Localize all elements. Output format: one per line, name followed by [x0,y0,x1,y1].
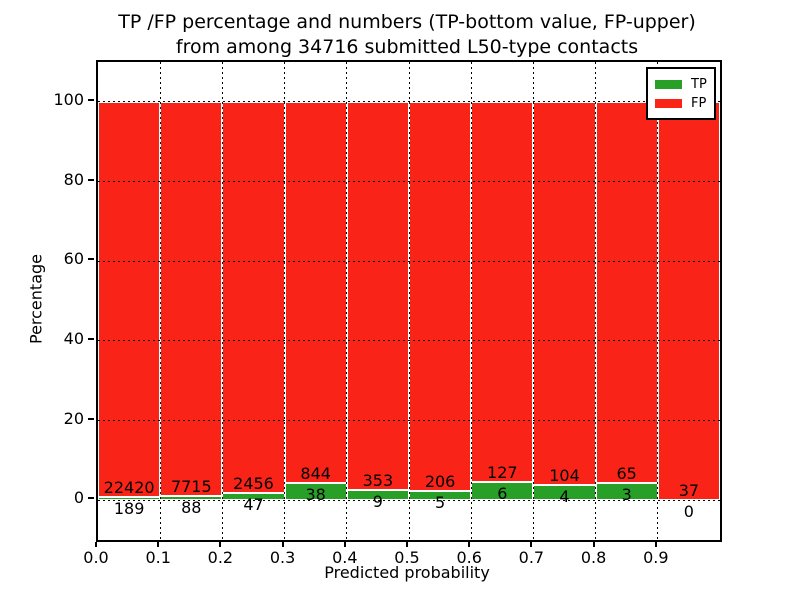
x-tick-mark [219,542,222,547]
gridline-horizontal [98,420,720,421]
legend-row-fp: FP [655,94,707,112]
tp-count-label: 47 [243,494,264,514]
gridline-vertical [346,62,348,540]
y-tick-mark [88,337,94,340]
y-tick-label: 40 [63,328,84,348]
gridline-horizontal [98,340,720,342]
tp-count-label: 38 [305,485,326,504]
bar-fp-segment [222,101,285,493]
chart-title-line2: from among 34716 submitted L50-type cont… [175,36,639,58]
x-tick-label: 0.6 [456,548,482,567]
x-tick-mark [157,542,160,547]
bar-fp-segment [160,101,223,496]
tp-count-label: 3 [621,484,632,504]
fp-count-label: 353 [362,471,394,491]
gridline-vertical [470,62,472,540]
bar-fp-segment [471,101,534,483]
tp-color-swatch [655,79,682,89]
x-axis-label: Predicted probability [324,563,490,582]
y-tick-label: 80 [63,169,84,189]
bar-fp-segment [533,101,596,486]
x-tick-mark [654,542,657,547]
bar-fp-segment [409,101,472,491]
fp-color-swatch [655,98,682,108]
tp-count-label: 189 [113,498,145,518]
x-tick-label: 0.5 [394,548,420,567]
x-tick-mark [95,542,97,547]
x-tick-mark [530,542,533,547]
x-tick-label: 0.7 [518,548,545,567]
x-tick-mark [281,542,284,547]
legend-row-tp: TP [655,75,707,93]
fp-count-label: 7715 [170,476,212,496]
x-tick-label: 0.8 [580,548,607,567]
gridline-vertical [159,62,161,540]
x-tick-mark [468,542,471,547]
tp-count-label: 5 [435,492,446,512]
tp-count-label: 88 [181,497,202,517]
y-tick-mark [88,98,94,101]
x-tick-label: 0.4 [332,548,358,567]
bar-fp-segment [657,101,720,501]
x-tick-label: 0.2 [207,548,234,567]
y-tick-mark [88,417,94,420]
chart-title-line1: TP /FP percentage and numbers (TP-bottom… [118,11,696,33]
legend: TP FP [646,67,716,120]
fp-count-label: 65 [616,463,637,483]
fp-count-label: 2456 [233,473,274,493]
legend-label-fp: FP [691,95,707,111]
y-tick-label: 60 [63,249,84,269]
fp-count-label: 127 [487,463,518,483]
gridline-horizontal [98,181,720,182]
x-tick-mark [406,542,408,547]
y-tick-mark [88,497,94,500]
legend-label-tp: TP [691,76,707,92]
x-tick-label: 0.1 [145,548,171,567]
x-tick-mark [343,542,346,547]
fp-count-label: 844 [300,464,331,483]
gridline-horizontal [98,260,720,262]
fp-count-label: 22420 [103,477,155,497]
gridline-vertical [284,62,286,540]
y-tick-label: 20 [63,408,84,428]
tp-count-label: 4 [559,487,570,507]
y-tick-mark [88,258,94,261]
bar-fp-segment [98,101,161,497]
fp-count-label: 206 [424,471,456,491]
gridline-horizontal [98,101,720,103]
tp-count-label: 9 [372,492,383,512]
y-tick-label: 100 [53,89,84,109]
gridline-vertical [408,62,410,540]
x-tick-label: 0.3 [269,548,296,567]
x-tick-label: 0.9 [643,548,669,567]
bar-fp-segment [284,101,347,483]
gridline-vertical [595,62,597,540]
gridline-vertical [221,62,223,540]
chart-title: TP /FP percentage and numbers (TP-bottom… [96,10,718,60]
gridline-vertical [657,62,659,540]
fp-count-label: 37 [678,481,700,501]
bar-fp-segment [346,101,409,491]
x-tick-label: 0.0 [83,548,109,567]
bar-fp-segment [595,101,658,483]
plot-area: 22420 189 7715 88 2456 47 844 38 353 9 206 5 127 6 104… [96,60,722,542]
gridline-horizontal [98,499,720,501]
x-tick-mark [592,542,595,547]
gridline-vertical [532,62,534,540]
y-tick-label: 0 [73,488,84,508]
tp-count-label: 0 [683,502,694,522]
tp-count-label: 6 [497,484,508,504]
y-tick-mark [88,178,94,181]
fp-count-label: 104 [549,466,580,486]
